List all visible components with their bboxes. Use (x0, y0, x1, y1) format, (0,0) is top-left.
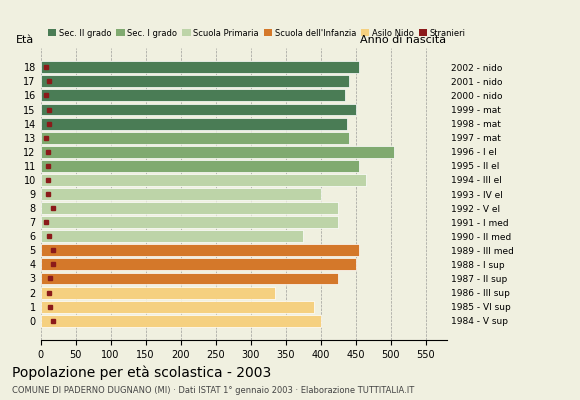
Bar (41, 146, 394, 158)
Bar (41, 315, 321, 327)
Bar (41, 230, 303, 242)
Bar (41, 301, 314, 313)
Bar (41, 90, 345, 102)
Bar (41, 104, 356, 116)
Bar (41, 132, 349, 144)
Bar (41, 188, 321, 200)
Text: Età: Età (16, 35, 34, 45)
Bar (41, 216, 338, 228)
Text: COMUNE DI PADERNO DUGNANO (MI) · Dati ISTAT 1° gennaio 2003 · Elaborazione TUTTI: COMUNE DI PADERNO DUGNANO (MI) · Dati IS… (12, 386, 414, 395)
Bar (41, 75, 349, 87)
Bar (41, 244, 359, 256)
Bar (41, 202, 338, 214)
Text: Anno di nascita: Anno di nascita (361, 35, 447, 45)
Legend: Sec. II grado, Sec. I grado, Scuola Primaria, Scuola dell'Infanzia, Asilo Nido, : Sec. II grado, Sec. I grado, Scuola Prim… (45, 25, 469, 41)
Bar (41, 272, 338, 284)
Bar (41, 286, 275, 298)
Bar (41, 174, 366, 186)
Bar (41, 258, 356, 270)
Text: Popolazione per età scolastica - 2003: Popolazione per età scolastica - 2003 (12, 366, 271, 380)
Bar (41, 160, 359, 172)
Bar (41, 118, 347, 130)
Bar (41, 61, 359, 73)
